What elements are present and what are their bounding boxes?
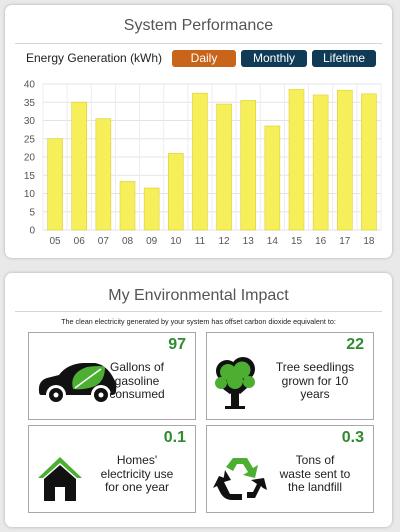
bar-08[interactable] xyxy=(119,181,136,231)
impact-description: Tree seedlings grown for 10 years xyxy=(267,360,363,402)
impact-value: 0.1 xyxy=(163,429,186,446)
impact-item-homes: 0.1 Homes' electricity use for one year xyxy=(28,425,196,513)
y-tick-label: 15 xyxy=(24,171,36,182)
recycle-icon xyxy=(213,452,267,511)
x-tick-label: 05 xyxy=(50,236,62,247)
x-tick-label: 17 xyxy=(339,236,351,247)
x-axis-ticks: 05 06 07 08 09 10 11 12 13 14 15 16 17 18 xyxy=(50,236,375,247)
energy-generation-label: Energy Generation (kWh) xyxy=(26,51,163,65)
y-tick-label: 40 xyxy=(24,80,36,91)
x-tick-label: 08 xyxy=(122,236,134,247)
offset-description: The clean electricity generated by your … xyxy=(61,317,336,326)
impact-description: Gallons of gasoline consumed xyxy=(89,360,185,402)
bar-06[interactable] xyxy=(71,101,87,231)
bar-12[interactable] xyxy=(216,103,232,231)
bar-13[interactable] xyxy=(240,100,256,231)
impact-item-gasoline: 97 Gallons of gasoline consumed xyxy=(28,332,196,420)
impact-line: waste sent to xyxy=(279,466,351,481)
impact-description: Homes' electricity use for one year xyxy=(89,453,185,495)
bar-09[interactable] xyxy=(143,187,160,231)
bar-18[interactable] xyxy=(361,93,377,231)
electric-car-icon xyxy=(35,357,119,412)
impact-item-trees: 22 Tree seedlings grown for 10 years xyxy=(206,332,374,420)
y-tick-label: 10 xyxy=(24,189,36,200)
impact-description: Tons of waste sent to the landfill xyxy=(267,453,363,495)
x-tick-label: 15 xyxy=(291,236,303,247)
x-tick-label: 14 xyxy=(267,236,279,247)
impact-line: Homes' xyxy=(116,453,158,467)
x-tick-label: 06 xyxy=(74,236,86,247)
impact-value: 97 xyxy=(168,336,186,353)
chart-grid xyxy=(42,83,382,231)
bar-17[interactable] xyxy=(337,89,353,231)
y-tick-label: 25 xyxy=(24,134,36,145)
bar-15[interactable] xyxy=(288,89,305,231)
x-tick-label: 10 xyxy=(170,236,182,247)
impact-line: the landfill xyxy=(287,480,343,494)
bar-05[interactable] xyxy=(47,138,63,231)
impact-line: gasoline xyxy=(114,373,160,388)
x-tick-label: 07 xyxy=(98,236,110,247)
y-axis-ticks: 0 5 10 15 20 25 30 35 40 xyxy=(24,80,36,237)
impact-line: consumed xyxy=(109,387,165,401)
bar-11[interactable] xyxy=(192,92,208,231)
impact-item-waste: 0.3 Tons of waste sent to the landfill xyxy=(206,425,374,513)
x-tick-label: 09 xyxy=(146,236,158,247)
impact-line: electricity use xyxy=(100,466,174,481)
system-performance-title: System Performance xyxy=(123,17,274,34)
title-divider xyxy=(15,43,382,44)
tree-icon xyxy=(211,355,259,416)
y-tick-label: 20 xyxy=(24,153,36,164)
environmental-impact-card: My Environmental Impact The clean electr… xyxy=(5,273,392,527)
system-performance-card: System Performance Energy Generation (kW… xyxy=(5,5,392,258)
y-tick-label: 30 xyxy=(24,116,36,127)
bar-07[interactable] xyxy=(95,118,112,231)
impact-line: Tree seedlings xyxy=(275,360,355,374)
x-tick-label: 13 xyxy=(243,236,255,247)
lifetime-button[interactable]: Lifetime xyxy=(312,50,376,67)
impact-line: grown for 10 xyxy=(281,373,349,388)
x-tick-label: 11 xyxy=(195,236,206,247)
daily-button[interactable]: Daily xyxy=(172,50,236,67)
impact-line: Tons of xyxy=(295,453,335,467)
y-tick-label: 5 xyxy=(29,207,35,218)
x-tick-label: 18 xyxy=(363,236,375,247)
impact-value: 22 xyxy=(346,336,364,353)
bar-16[interactable] xyxy=(312,94,329,231)
x-tick-label: 16 xyxy=(315,236,327,247)
home-icon xyxy=(35,454,85,509)
impact-line: Gallons of xyxy=(109,360,165,374)
impact-line: for one year xyxy=(104,480,170,494)
monthly-button[interactable]: Monthly xyxy=(241,50,307,67)
impact-line: years xyxy=(300,387,330,401)
chart-bars xyxy=(47,89,377,231)
impact-value: 0.3 xyxy=(341,429,364,446)
x-tick-label: 12 xyxy=(219,236,231,247)
y-tick-label: 0 xyxy=(29,226,35,237)
environmental-impact-title: My Environmental Impact xyxy=(108,287,289,304)
bar-10[interactable] xyxy=(168,153,184,231)
bar-14[interactable] xyxy=(264,125,281,231)
title-divider xyxy=(15,311,382,312)
y-tick-label: 35 xyxy=(24,98,36,109)
